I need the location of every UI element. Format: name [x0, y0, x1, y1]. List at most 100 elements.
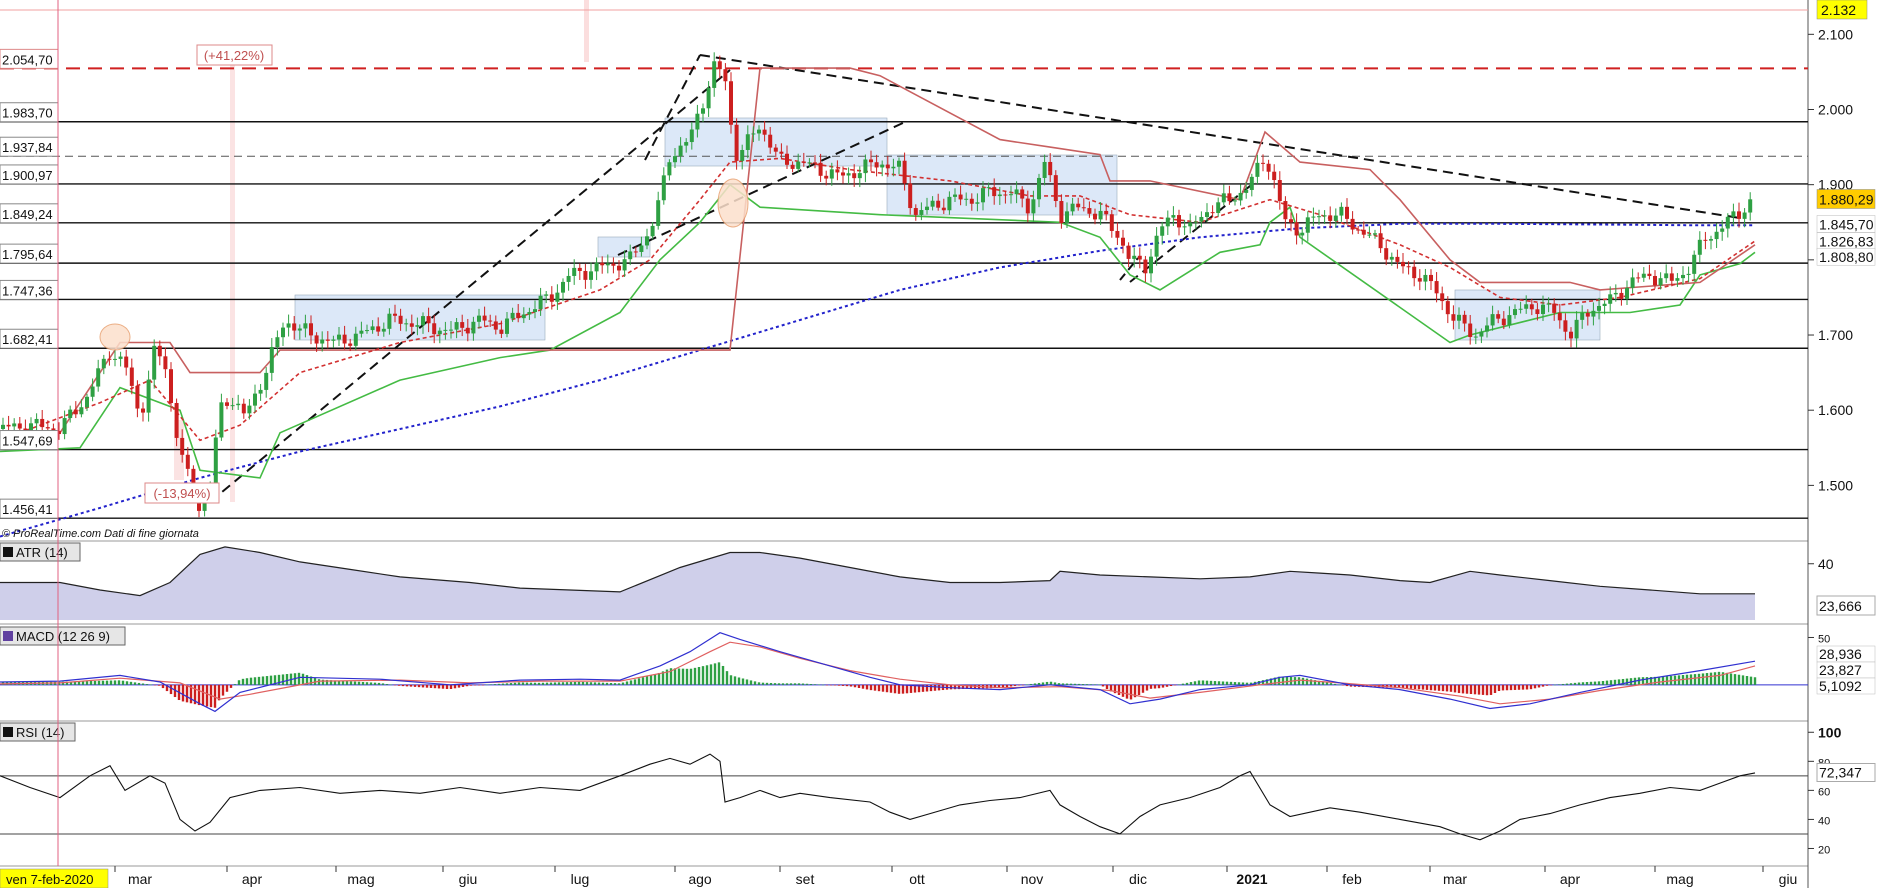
candle-body — [1311, 216, 1316, 218]
candle-body — [1574, 319, 1579, 339]
candle-body — [605, 263, 610, 266]
macd-hist-bar — [105, 680, 109, 685]
level-label: 1.747,36 — [2, 283, 53, 298]
macd-hist-bar — [921, 684, 925, 692]
macd-hist-bar — [889, 684, 893, 693]
candle-body — [45, 427, 50, 429]
macd-hist-bar — [1725, 672, 1729, 685]
macd-hist-bar — [121, 680, 125, 685]
candle-body — [1149, 256, 1153, 274]
macd-hist-bar — [1705, 673, 1709, 685]
macd-hist-bar — [1221, 681, 1225, 685]
right-value-label: 1.845,70 — [1819, 216, 1874, 232]
candle-body — [1255, 162, 1260, 177]
macd-hist-bar — [1349, 684, 1353, 687]
macd-hist-bar — [349, 681, 353, 685]
candle-body — [1367, 234, 1372, 236]
candle-body — [1541, 304, 1545, 315]
macd-hist-bar — [661, 671, 665, 685]
candle-body — [241, 403, 246, 414]
macd-hist-bar — [1005, 684, 1009, 687]
candle-body — [314, 335, 319, 344]
macd-hist-bar — [657, 672, 661, 685]
macd-hist-bar — [817, 684, 821, 685]
level-label: 1.983,70 — [2, 106, 53, 121]
macd-hist-bar — [1277, 676, 1281, 685]
candle-body — [1597, 306, 1601, 311]
macd-hist-bar — [713, 663, 717, 685]
candle-body — [1160, 226, 1165, 236]
macd-hist-bar — [609, 682, 613, 685]
macd-hist-bar — [69, 681, 73, 685]
macd-hist-bar — [1073, 683, 1077, 685]
macd-hist-bar — [1657, 676, 1661, 685]
macd-hist-bar — [893, 684, 897, 694]
candle-body — [353, 333, 358, 346]
candle-body — [1479, 331, 1484, 337]
candle-body — [1305, 217, 1310, 233]
macd-hist-bar — [113, 680, 117, 685]
macd-hist-bar — [1445, 684, 1449, 692]
macd-hist-bar — [1157, 684, 1161, 689]
macd-hist-bar — [1425, 684, 1429, 690]
candle-body — [589, 271, 593, 280]
candle-body — [1356, 229, 1361, 231]
candle-body — [1249, 176, 1254, 190]
candle-body — [751, 133, 756, 135]
sma200-line — [0, 222, 1755, 538]
candle-body — [443, 329, 448, 331]
macd-hist-bar — [741, 678, 745, 685]
macd-hist-bar — [1113, 684, 1117, 694]
candle-body — [1714, 231, 1719, 240]
candle-body — [930, 200, 935, 207]
macd-hist-bar — [1265, 679, 1269, 685]
macd-hist-bar — [1661, 676, 1665, 685]
macd-hist-bar — [1241, 682, 1245, 685]
macd-hist-bar — [745, 679, 749, 685]
candle-body — [1384, 248, 1389, 260]
candle-body — [549, 294, 554, 302]
candle-body — [124, 356, 129, 368]
time-tick-label: mar — [1443, 871, 1467, 887]
rsi-tick-label: 20 — [1818, 844, 1830, 856]
candle-body — [1177, 215, 1181, 228]
macd-hist-bar — [129, 681, 133, 685]
candle-body — [639, 245, 644, 252]
macd-hist-bar — [517, 682, 521, 685]
candle-body — [897, 160, 901, 167]
candle-body — [1025, 198, 1030, 214]
candle-body — [1692, 254, 1697, 274]
macd-hist-bar — [1577, 682, 1581, 685]
atr-label: ATR (14) — [16, 545, 68, 560]
macd-hist-bar — [853, 684, 857, 688]
macd-hist-bar — [245, 678, 249, 685]
candle-body — [1434, 281, 1439, 294]
macd-hist-bar — [461, 684, 465, 687]
candle-body — [1031, 199, 1036, 214]
macd-hist-bar — [117, 680, 121, 685]
candle-body — [191, 468, 196, 494]
candle-body — [544, 294, 549, 296]
macd-hist-bar — [953, 684, 957, 690]
macd-hist-bar — [261, 676, 265, 685]
macd-hist-bar — [1601, 681, 1605, 685]
macd-hist-bar — [453, 684, 457, 689]
macd-hist-bar — [925, 684, 929, 692]
candle-body — [1748, 199, 1753, 213]
time-tick-label: set — [796, 871, 815, 887]
candle-body — [320, 339, 325, 344]
macd-hist-bar — [677, 668, 681, 685]
macd-hist-bar — [1397, 684, 1401, 688]
macd-hist-bar — [1301, 677, 1305, 685]
macd-hist-bar — [1369, 684, 1373, 688]
macd-hist-bar — [1513, 684, 1517, 690]
macd-hist-bar — [1553, 684, 1557, 686]
macd-hist-bar — [1493, 684, 1497, 693]
atr-panel: 40 23,666 ATR (14) — [0, 542, 1876, 620]
candle-body — [1098, 210, 1103, 220]
candle-body — [1238, 192, 1243, 201]
candle-body — [1720, 228, 1725, 232]
macd-hist-bar — [1701, 673, 1705, 685]
candle-body — [1602, 303, 1607, 307]
